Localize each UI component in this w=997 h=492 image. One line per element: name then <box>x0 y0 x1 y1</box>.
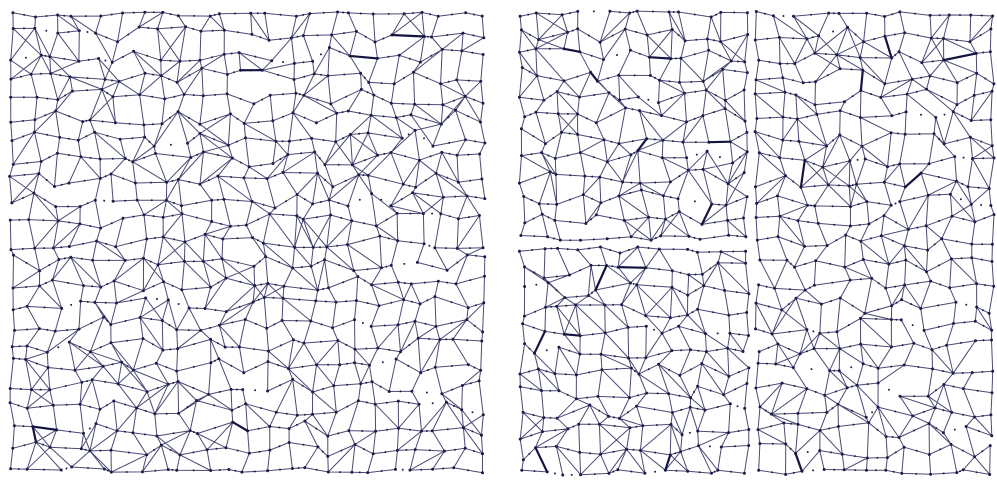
mesh-strong-edge <box>232 421 249 432</box>
mesh-strong-edge <box>32 425 57 431</box>
mesh-strong-edge <box>700 203 713 225</box>
mesh-strong-edge <box>636 138 648 152</box>
mesh-strong-edge <box>883 35 893 59</box>
mesh-strong-edge <box>794 453 803 472</box>
mesh-strong-edge <box>564 333 581 337</box>
mesh-strong-edge <box>391 33 425 38</box>
mesh-strong-edge <box>649 56 672 60</box>
mesh-strong-edge <box>563 47 581 53</box>
mesh-strong-edge <box>943 52 977 62</box>
mesh-strong-edge <box>859 69 864 91</box>
mesh-strong-edge <box>534 447 549 473</box>
mesh-strong-edge <box>533 330 546 354</box>
mesh-strong-edge <box>31 426 38 443</box>
mesh-strong-edge <box>799 160 806 188</box>
mesh-strong-edge <box>349 54 378 60</box>
mesh-strong-edge <box>594 265 608 291</box>
mesh-strong-edge <box>618 266 646 269</box>
mesh-strong-edge <box>708 140 731 144</box>
mesh-strong-edge <box>904 172 922 188</box>
mesh-strong-edge <box>664 454 672 471</box>
mesh-strong-edge <box>589 71 599 82</box>
